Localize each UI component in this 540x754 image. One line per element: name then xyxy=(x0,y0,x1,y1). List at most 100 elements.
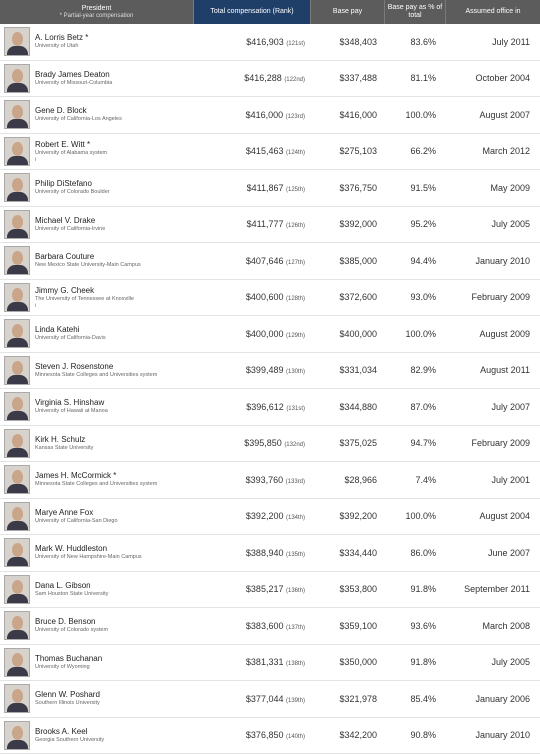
rank-value: (135th) xyxy=(286,552,305,558)
assumed-office-cell: July 2005 xyxy=(446,657,540,667)
rank-value: (131st) xyxy=(286,406,305,412)
rank-value: (121st) xyxy=(286,41,305,47)
avatar xyxy=(4,137,30,166)
president-cell: A. Lorris Betz *University of Utah xyxy=(0,24,194,60)
header-president-note: * Partial-year compensation xyxy=(60,13,134,20)
avatar-body-shape xyxy=(7,521,28,531)
table-row: A. Lorris Betz *University of Utah$416,9… xyxy=(0,24,540,61)
assumed-office-cell: September 2011 xyxy=(446,584,540,594)
president-name: Dana L. Gibson xyxy=(35,581,108,591)
rank-value: (125th) xyxy=(286,187,305,193)
total-compensation-cell: $416,903 (121st) xyxy=(194,37,311,47)
header-base-pct[interactable]: Base pay as % of total xyxy=(385,0,446,24)
avatar-body-shape xyxy=(7,667,28,677)
avatar-body-shape xyxy=(7,83,28,93)
total-value: $399,489 xyxy=(246,365,284,375)
base-pct-cell: 91.8% xyxy=(385,657,446,667)
total-value: $388,940 xyxy=(246,548,284,558)
header-president[interactable]: President * Partial-year compensation xyxy=(0,0,194,24)
avatar xyxy=(4,465,30,494)
avatar xyxy=(4,283,30,312)
avatar-body-shape xyxy=(7,484,28,494)
base-pct-cell: 83.6% xyxy=(385,37,446,47)
table-row: James H. McCormick *Minnesota State Coll… xyxy=(0,462,540,499)
base-pct-cell: 100.0% xyxy=(385,329,446,339)
total-compensation-cell: $381,331 (138th) xyxy=(194,657,311,667)
rank-value: (139th) xyxy=(286,698,305,704)
total-value: $381,331 xyxy=(246,657,284,667)
base-pay-cell: $375,025 xyxy=(311,438,385,448)
avatar-body-shape xyxy=(7,703,28,713)
total-value: $393,760 xyxy=(246,475,284,485)
header-total-compensation[interactable]: Total compensation (Rank) xyxy=(194,0,311,24)
total-value: $385,217 xyxy=(246,584,284,594)
info-marker: i xyxy=(35,303,134,309)
assumed-office-cell: July 2001 xyxy=(446,475,540,485)
base-pay-cell: $359,100 xyxy=(311,621,385,631)
avatar-body-shape xyxy=(7,302,28,312)
total-compensation-cell: $399,489 (130th) xyxy=(194,365,311,375)
table-header: President * Partial-year compensation To… xyxy=(0,0,540,24)
total-compensation-cell: $396,612 (131st) xyxy=(194,402,311,412)
avatar-body-shape xyxy=(7,740,28,750)
avatar xyxy=(4,210,30,239)
assumed-office-cell: June 2007 xyxy=(446,548,540,558)
rank-value: (130th) xyxy=(286,369,305,375)
avatar xyxy=(4,611,30,640)
president-name: Barbara Couture xyxy=(35,252,141,262)
president-name: Linda Katehi xyxy=(35,325,106,335)
header-base-pay[interactable]: Base pay xyxy=(311,0,385,24)
total-compensation-cell: $377,044 (139th) xyxy=(194,694,311,704)
base-pct-cell: 87.0% xyxy=(385,402,446,412)
base-pay-cell: $331,034 xyxy=(311,365,385,375)
base-pay-cell: $385,000 xyxy=(311,256,385,266)
avatar xyxy=(4,721,30,750)
rank-value: (133rd) xyxy=(286,479,305,485)
avatar-face-shape xyxy=(12,653,23,667)
avatar-face-shape xyxy=(12,470,23,484)
university-name: University of California-Los Angeles xyxy=(35,116,122,123)
avatar-face-shape xyxy=(12,324,23,338)
avatar-body-shape xyxy=(7,594,28,604)
base-pct-cell: 81.1% xyxy=(385,73,446,83)
rank-value: (128th) xyxy=(286,296,305,302)
avatar xyxy=(4,392,30,421)
assumed-office-cell: August 2004 xyxy=(446,511,540,521)
rank-value: (136th) xyxy=(286,588,305,594)
base-pct-cell: 85.4% xyxy=(385,694,446,704)
base-pct-cell: 82.9% xyxy=(385,365,446,375)
total-compensation-cell: $383,600 (137th) xyxy=(194,621,311,631)
avatar-body-shape xyxy=(7,119,28,129)
president-name: Michael V. Drake xyxy=(35,216,105,226)
header-assumed-office[interactable]: Assumed office in xyxy=(446,0,540,24)
total-compensation-cell: $395,850 (132nd) xyxy=(194,438,311,448)
avatar xyxy=(4,27,30,56)
total-value: $411,867 xyxy=(247,183,284,193)
university-name: University of Missouri-Columbia xyxy=(35,80,112,87)
avatar-body-shape xyxy=(7,229,28,239)
base-pct-cell: 93.6% xyxy=(385,621,446,631)
avatar-face-shape xyxy=(12,288,23,302)
university-name: University of California-Irvine xyxy=(35,226,105,233)
president-name: A. Lorris Betz * xyxy=(35,33,88,43)
university-name: Kansas State University xyxy=(35,445,93,452)
total-value: $395,850 xyxy=(244,438,282,448)
president-name: Gene D. Block xyxy=(35,106,122,116)
total-value: $415,463 xyxy=(246,146,284,156)
header-president-label: President xyxy=(82,5,112,13)
